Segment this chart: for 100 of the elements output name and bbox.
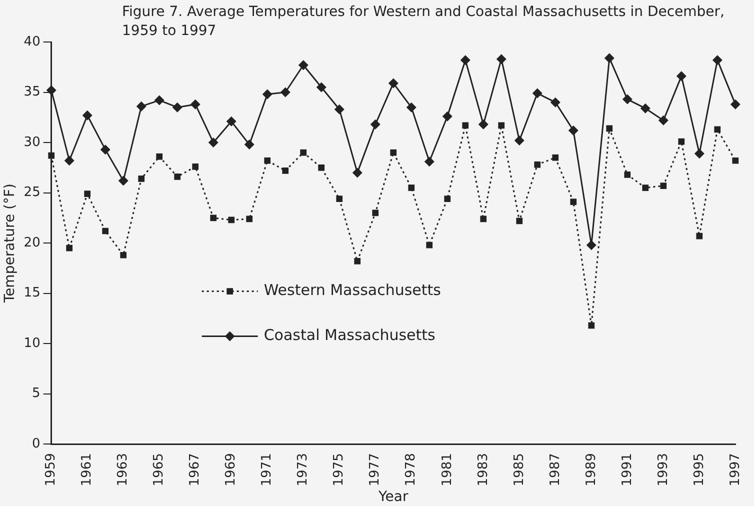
x-tick-label: 1981 — [440, 453, 455, 486]
y-axis-title: Temperature (°F) — [2, 184, 18, 304]
point — [676, 71, 686, 82]
x-tick-label: 1963 — [116, 453, 131, 486]
point — [334, 104, 344, 114]
x-tick-label: 1959 — [44, 453, 59, 486]
point — [174, 174, 181, 180]
point — [228, 216, 235, 224]
x-tick-label: 1993 — [656, 453, 671, 486]
point — [136, 101, 146, 112]
point — [408, 184, 415, 191]
point — [694, 148, 704, 159]
point — [100, 144, 110, 155]
y-tick-label: 35 — [24, 84, 40, 100]
point — [84, 190, 91, 197]
point — [172, 102, 182, 112]
point — [64, 156, 74, 166]
x-tick-label: 1995 — [692, 453, 707, 486]
point — [586, 240, 596, 250]
point — [156, 153, 163, 160]
point — [714, 126, 721, 133]
point — [552, 154, 559, 161]
point — [208, 138, 218, 148]
point — [298, 60, 308, 70]
point — [534, 161, 541, 168]
point — [388, 78, 398, 88]
point — [462, 122, 469, 129]
x-tick-label: 1969 — [224, 453, 239, 486]
x-tick-label: 1978 — [404, 453, 419, 486]
point — [244, 140, 254, 150]
point — [372, 210, 379, 216]
point — [588, 322, 595, 329]
x-tick-label: 1967 — [188, 453, 203, 486]
point — [138, 176, 145, 182]
point — [280, 87, 290, 98]
point — [406, 102, 416, 112]
point — [516, 218, 523, 224]
y-tick-label: 25 — [24, 185, 40, 200]
point — [658, 115, 668, 126]
x-tick-label: 1983 — [476, 453, 491, 486]
y-tick-label: 40 — [24, 34, 40, 50]
point — [226, 116, 236, 126]
point — [246, 216, 253, 222]
point — [262, 89, 272, 100]
point — [120, 252, 127, 258]
point — [606, 125, 613, 132]
legend-label: Coastal Massachusetts — [264, 326, 436, 344]
point — [300, 149, 307, 156]
y-tick-label: 0 — [32, 436, 40, 452]
point — [478, 119, 488, 130]
point — [390, 149, 397, 156]
point — [370, 119, 380, 130]
x-tick-label: 1985 — [512, 453, 527, 486]
point — [568, 125, 578, 136]
point — [460, 55, 470, 66]
point — [118, 176, 128, 186]
point — [192, 163, 199, 170]
x-tick-label: 1961 — [80, 453, 95, 486]
legend-label: Western Massachusetts — [264, 281, 442, 300]
point — [82, 110, 92, 120]
point — [316, 82, 326, 92]
point — [514, 136, 524, 146]
point — [154, 95, 164, 106]
x-tick-label: 1975 — [332, 453, 347, 486]
x-tick-label: 1991 — [620, 453, 635, 486]
x-tick-label: 1971 — [260, 453, 275, 486]
point — [640, 103, 650, 114]
point — [210, 214, 217, 222]
point — [480, 216, 487, 222]
point — [48, 152, 55, 159]
point — [426, 242, 433, 248]
y-tick-label: 5 — [32, 386, 40, 402]
point — [46, 85, 56, 96]
point — [318, 164, 325, 171]
point — [264, 157, 271, 164]
point — [190, 99, 200, 110]
point — [354, 258, 361, 264]
point — [532, 88, 542, 98]
y-tick-label: 30 — [24, 134, 40, 150]
x-tick-label: 1989 — [584, 453, 599, 486]
point — [444, 196, 451, 202]
point — [604, 53, 614, 64]
point — [336, 196, 343, 202]
y-tick-label: 20 — [24, 235, 40, 250]
point — [622, 94, 632, 104]
point — [66, 244, 73, 252]
x-axis-title: Year — [378, 489, 408, 506]
point — [496, 54, 506, 64]
point — [282, 167, 289, 174]
x-tick-label: 1965 — [152, 453, 167, 486]
point — [102, 228, 109, 234]
x-tick-label: 1977 — [368, 453, 383, 486]
point — [424, 156, 434, 167]
chart-title: Figure 7. Average Temperatures for Western and Coastal Massachusetts in December, 1959 to 1997 — [122, 3, 726, 41]
y-tick-label: 10 — [24, 336, 40, 351]
point — [624, 172, 631, 178]
point — [678, 138, 685, 145]
point — [696, 232, 703, 240]
point — [570, 198, 577, 206]
x-tick-label: 1987 — [548, 453, 563, 486]
